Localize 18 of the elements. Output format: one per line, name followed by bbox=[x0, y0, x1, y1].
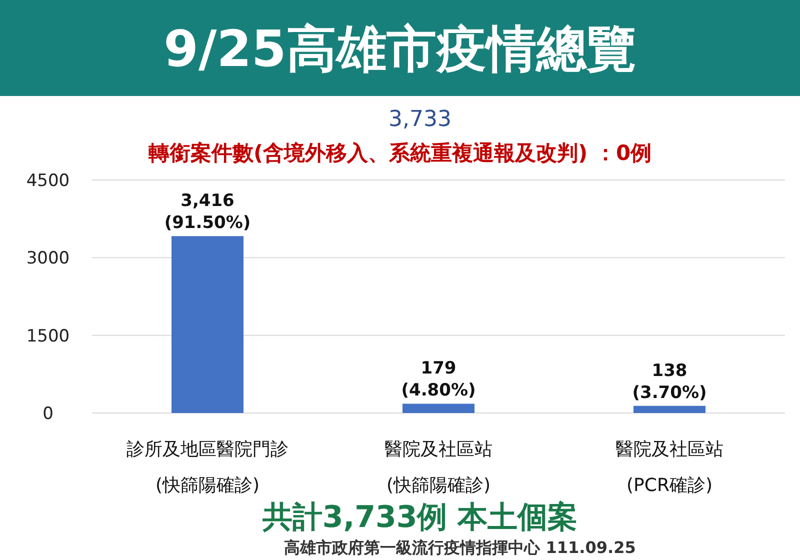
y-tick-label: 0 bbox=[42, 404, 54, 424]
chart-title: 9/25高雄市疫情總覽 bbox=[164, 20, 636, 78]
text: 轉銜案件數(含境外移入、系統重複通報及改判) ：0例 bbox=[147, 141, 652, 165]
y-tick-label: 4500 bbox=[26, 171, 70, 191]
bar bbox=[402, 404, 474, 413]
text: 高雄市政府第一級流行疫情指揮中心 111.09.25 bbox=[284, 538, 636, 557]
chart-subtitle: 3,733 bbox=[388, 107, 452, 132]
x-tick-label: 診所及地區醫院門診 (快篩陽確診) bbox=[126, 439, 288, 496]
bar bbox=[172, 236, 244, 413]
x-tick-label: 醫院及社區站 (PCR確診) bbox=[616, 439, 724, 496]
x-tick-label: 醫院及社區站 (快篩陽確診) bbox=[384, 439, 492, 496]
bar bbox=[634, 406, 706, 413]
text: 共計3,733例 本土個案 bbox=[261, 500, 578, 535]
y-tick-label: 1500 bbox=[26, 326, 70, 346]
data-label: 179 (4.80%) bbox=[401, 358, 476, 401]
y-tick-label: 3000 bbox=[26, 248, 70, 269]
data-label: 138 (3.70%) bbox=[632, 360, 707, 403]
data-label: 3,416 (91.50%) bbox=[164, 191, 251, 234]
